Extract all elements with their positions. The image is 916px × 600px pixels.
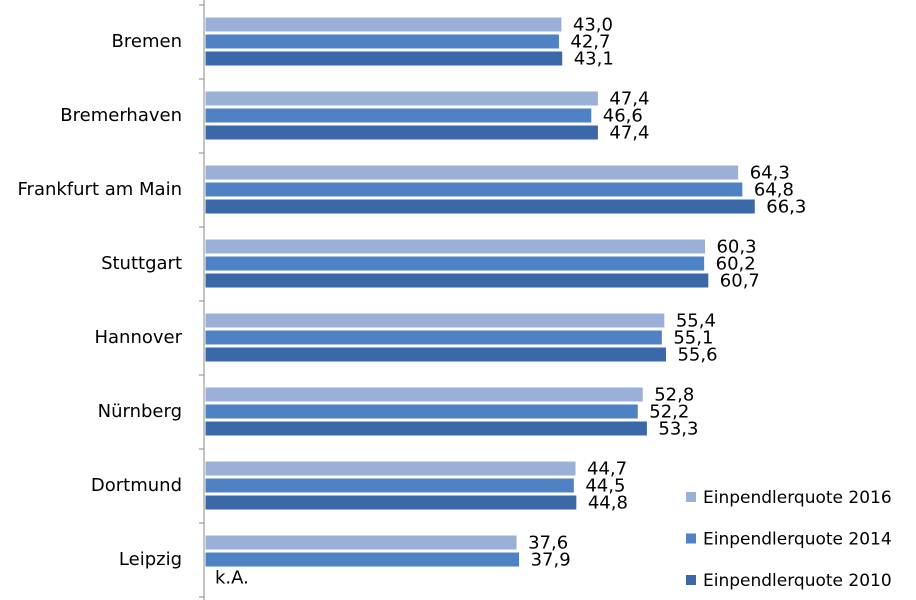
bar bbox=[204, 16, 563, 33]
y-tick-label: Stuttgart bbox=[101, 253, 182, 274]
value-label: 52,8 bbox=[654, 385, 694, 406]
value-label: k.A. bbox=[215, 568, 249, 589]
value-label: 60,3 bbox=[716, 237, 756, 258]
y-tick-label: Bremerhaven bbox=[60, 105, 182, 126]
y-tick-label: Frankfurt am Main bbox=[18, 179, 183, 200]
value-label: 60,2 bbox=[716, 254, 756, 275]
bar bbox=[204, 534, 518, 551]
value-label: 42,7 bbox=[570, 32, 610, 53]
legend-label: Einpendlerquote 2014 bbox=[703, 530, 892, 550]
value-label: 47,4 bbox=[609, 89, 649, 110]
value-label: 60,7 bbox=[720, 271, 760, 292]
bar bbox=[204, 107, 593, 124]
value-label: 47,4 bbox=[609, 123, 649, 144]
bar bbox=[204, 90, 599, 107]
bar bbox=[204, 403, 639, 420]
bar bbox=[204, 386, 644, 403]
value-label: 46,6 bbox=[603, 106, 643, 127]
bar bbox=[204, 346, 667, 363]
bar bbox=[204, 272, 710, 289]
bar bbox=[204, 198, 756, 215]
bar bbox=[204, 551, 521, 568]
bar bbox=[204, 181, 744, 198]
bar bbox=[204, 255, 706, 272]
value-label: 64,8 bbox=[754, 180, 794, 201]
bar bbox=[204, 329, 663, 346]
bar bbox=[204, 477, 575, 494]
bar bbox=[204, 420, 648, 437]
legend-swatch bbox=[686, 533, 696, 544]
y-tick-label: Leipzig bbox=[119, 549, 182, 570]
bar bbox=[204, 312, 666, 329]
bar bbox=[204, 124, 599, 141]
value-label: 44,7 bbox=[587, 459, 627, 480]
y-tick-label: Dortmund bbox=[91, 475, 182, 496]
legend-swatch bbox=[686, 575, 696, 585]
value-label: 66,3 bbox=[766, 197, 806, 218]
value-label: 37,6 bbox=[528, 533, 568, 554]
value-label: 64,3 bbox=[750, 163, 790, 184]
value-label: 44,5 bbox=[585, 476, 625, 497]
value-label: 44,8 bbox=[588, 493, 628, 514]
value-label: 37,9 bbox=[531, 550, 571, 571]
legend-swatch bbox=[686, 492, 696, 502]
bar bbox=[204, 494, 578, 511]
value-label: 43,0 bbox=[573, 15, 613, 36]
value-label: 55,4 bbox=[676, 311, 716, 332]
bar bbox=[204, 50, 564, 67]
value-label: 43,1 bbox=[574, 49, 614, 70]
bar bbox=[204, 164, 740, 181]
bar bbox=[204, 460, 577, 477]
value-label: 53,3 bbox=[658, 419, 698, 440]
value-label: 52,2 bbox=[649, 402, 689, 423]
value-label: 55,6 bbox=[677, 345, 717, 366]
y-tick-label: Bremen bbox=[112, 31, 182, 52]
value-label: 55,1 bbox=[673, 328, 713, 349]
y-tick-label: Hannover bbox=[94, 327, 182, 348]
bar bbox=[204, 33, 560, 50]
bar bbox=[204, 238, 706, 255]
legend-label: Einpendlerquote 2016 bbox=[703, 488, 892, 508]
y-tick-label: Nürnberg bbox=[98, 401, 182, 422]
legend-label: Einpendlerquote 2010 bbox=[703, 571, 892, 591]
